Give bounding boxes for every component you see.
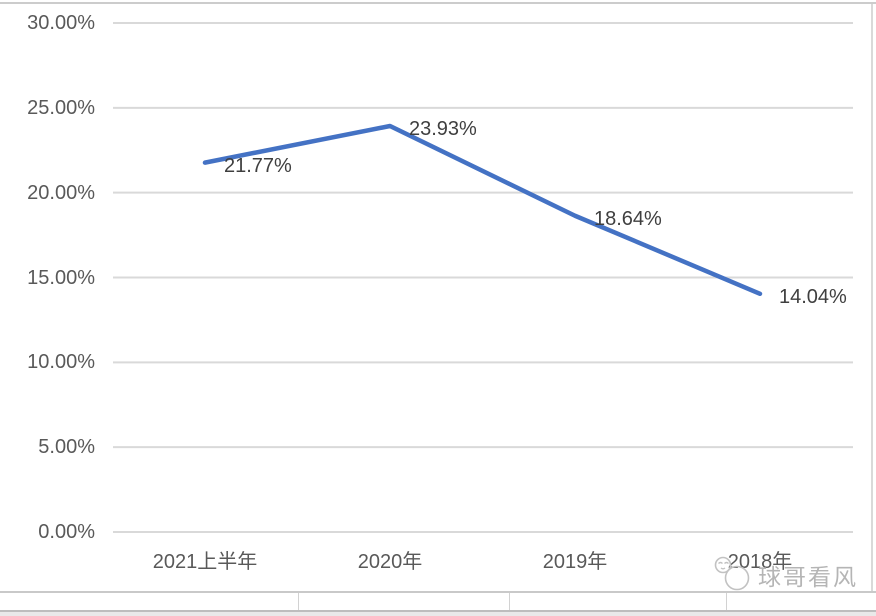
y-tick-label: 30.00% — [27, 12, 95, 34]
data-label: 23.93% — [409, 117, 477, 140]
chart-right-border — [871, 4, 873, 592]
table-row — [0, 591, 876, 612]
x-tick-label: 2020年 — [357, 551, 423, 573]
series-line — [202, 123, 763, 297]
x-tick-label: 2021上半年 — [152, 551, 258, 573]
y-tick-label: 15.00% — [27, 266, 95, 289]
y-tick-label: 10.00% — [27, 351, 95, 374]
data-label: 18.64% — [594, 207, 662, 230]
y-tick-label: 20.00% — [27, 181, 95, 204]
table-cell — [299, 593, 510, 610]
table-cell — [510, 593, 727, 610]
chart-top-border — [0, 2, 876, 4]
table-cell — [0, 593, 299, 610]
y-tick-label: 0.00% — [38, 521, 95, 543]
x-tick-label: 2018年 — [727, 551, 793, 573]
y-tick-label: 25.00% — [27, 96, 95, 119]
page-background-strip — [0, 612, 876, 616]
y-tick-label: 5.00% — [38, 436, 95, 459]
data-label: 14.04% — [779, 285, 847, 308]
table-cell — [727, 593, 876, 610]
x-tick-label: 2019年 — [542, 551, 608, 573]
data-label: 21.77% — [224, 154, 292, 177]
